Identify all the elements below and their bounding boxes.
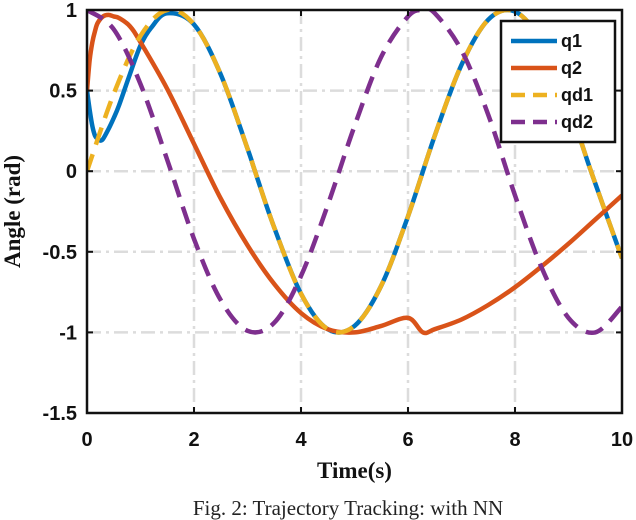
x-axis-label: Time(s) <box>317 458 392 483</box>
y-axis-label: Angle (rad) <box>0 155 25 268</box>
ticks: 0 2 4 6 8 10 1 0.5 0 -0.5 -1 -1.5 <box>43 0 634 451</box>
figure-caption: Fig. 2: Trajectory Tracking: with NN <box>193 496 503 520</box>
x-tick-label: 4 <box>295 429 307 451</box>
y-tick-label: -1.5 <box>43 403 77 425</box>
plot-frame <box>85 8 624 415</box>
x-tick-label: 8 <box>509 429 520 451</box>
y-tick-label: -0.5 <box>43 242 77 264</box>
legend-label-qd1: qd1 <box>561 85 593 105</box>
legend-label-qd2: qd2 <box>561 112 593 132</box>
x-tick-label: 2 <box>188 429 199 451</box>
legend: q1 q2 qd1 qd2 <box>499 19 617 144</box>
x-tick-label: 10 <box>611 429 633 451</box>
y-tick-label: -1 <box>59 322 77 344</box>
legend-label-q1: q1 <box>561 31 582 51</box>
y-tick-label: 0 <box>66 161 77 183</box>
x-tick-label: 6 <box>402 429 413 451</box>
series-layer <box>87 10 622 336</box>
x-tick-label: 0 <box>81 429 92 451</box>
series-qd2-line <box>87 10 622 335</box>
series-qd1-line <box>87 10 622 335</box>
legend-label-q2: q2 <box>561 58 582 78</box>
y-tick-label: 0.5 <box>49 81 77 103</box>
y-tick-label: 1 <box>66 0 77 22</box>
